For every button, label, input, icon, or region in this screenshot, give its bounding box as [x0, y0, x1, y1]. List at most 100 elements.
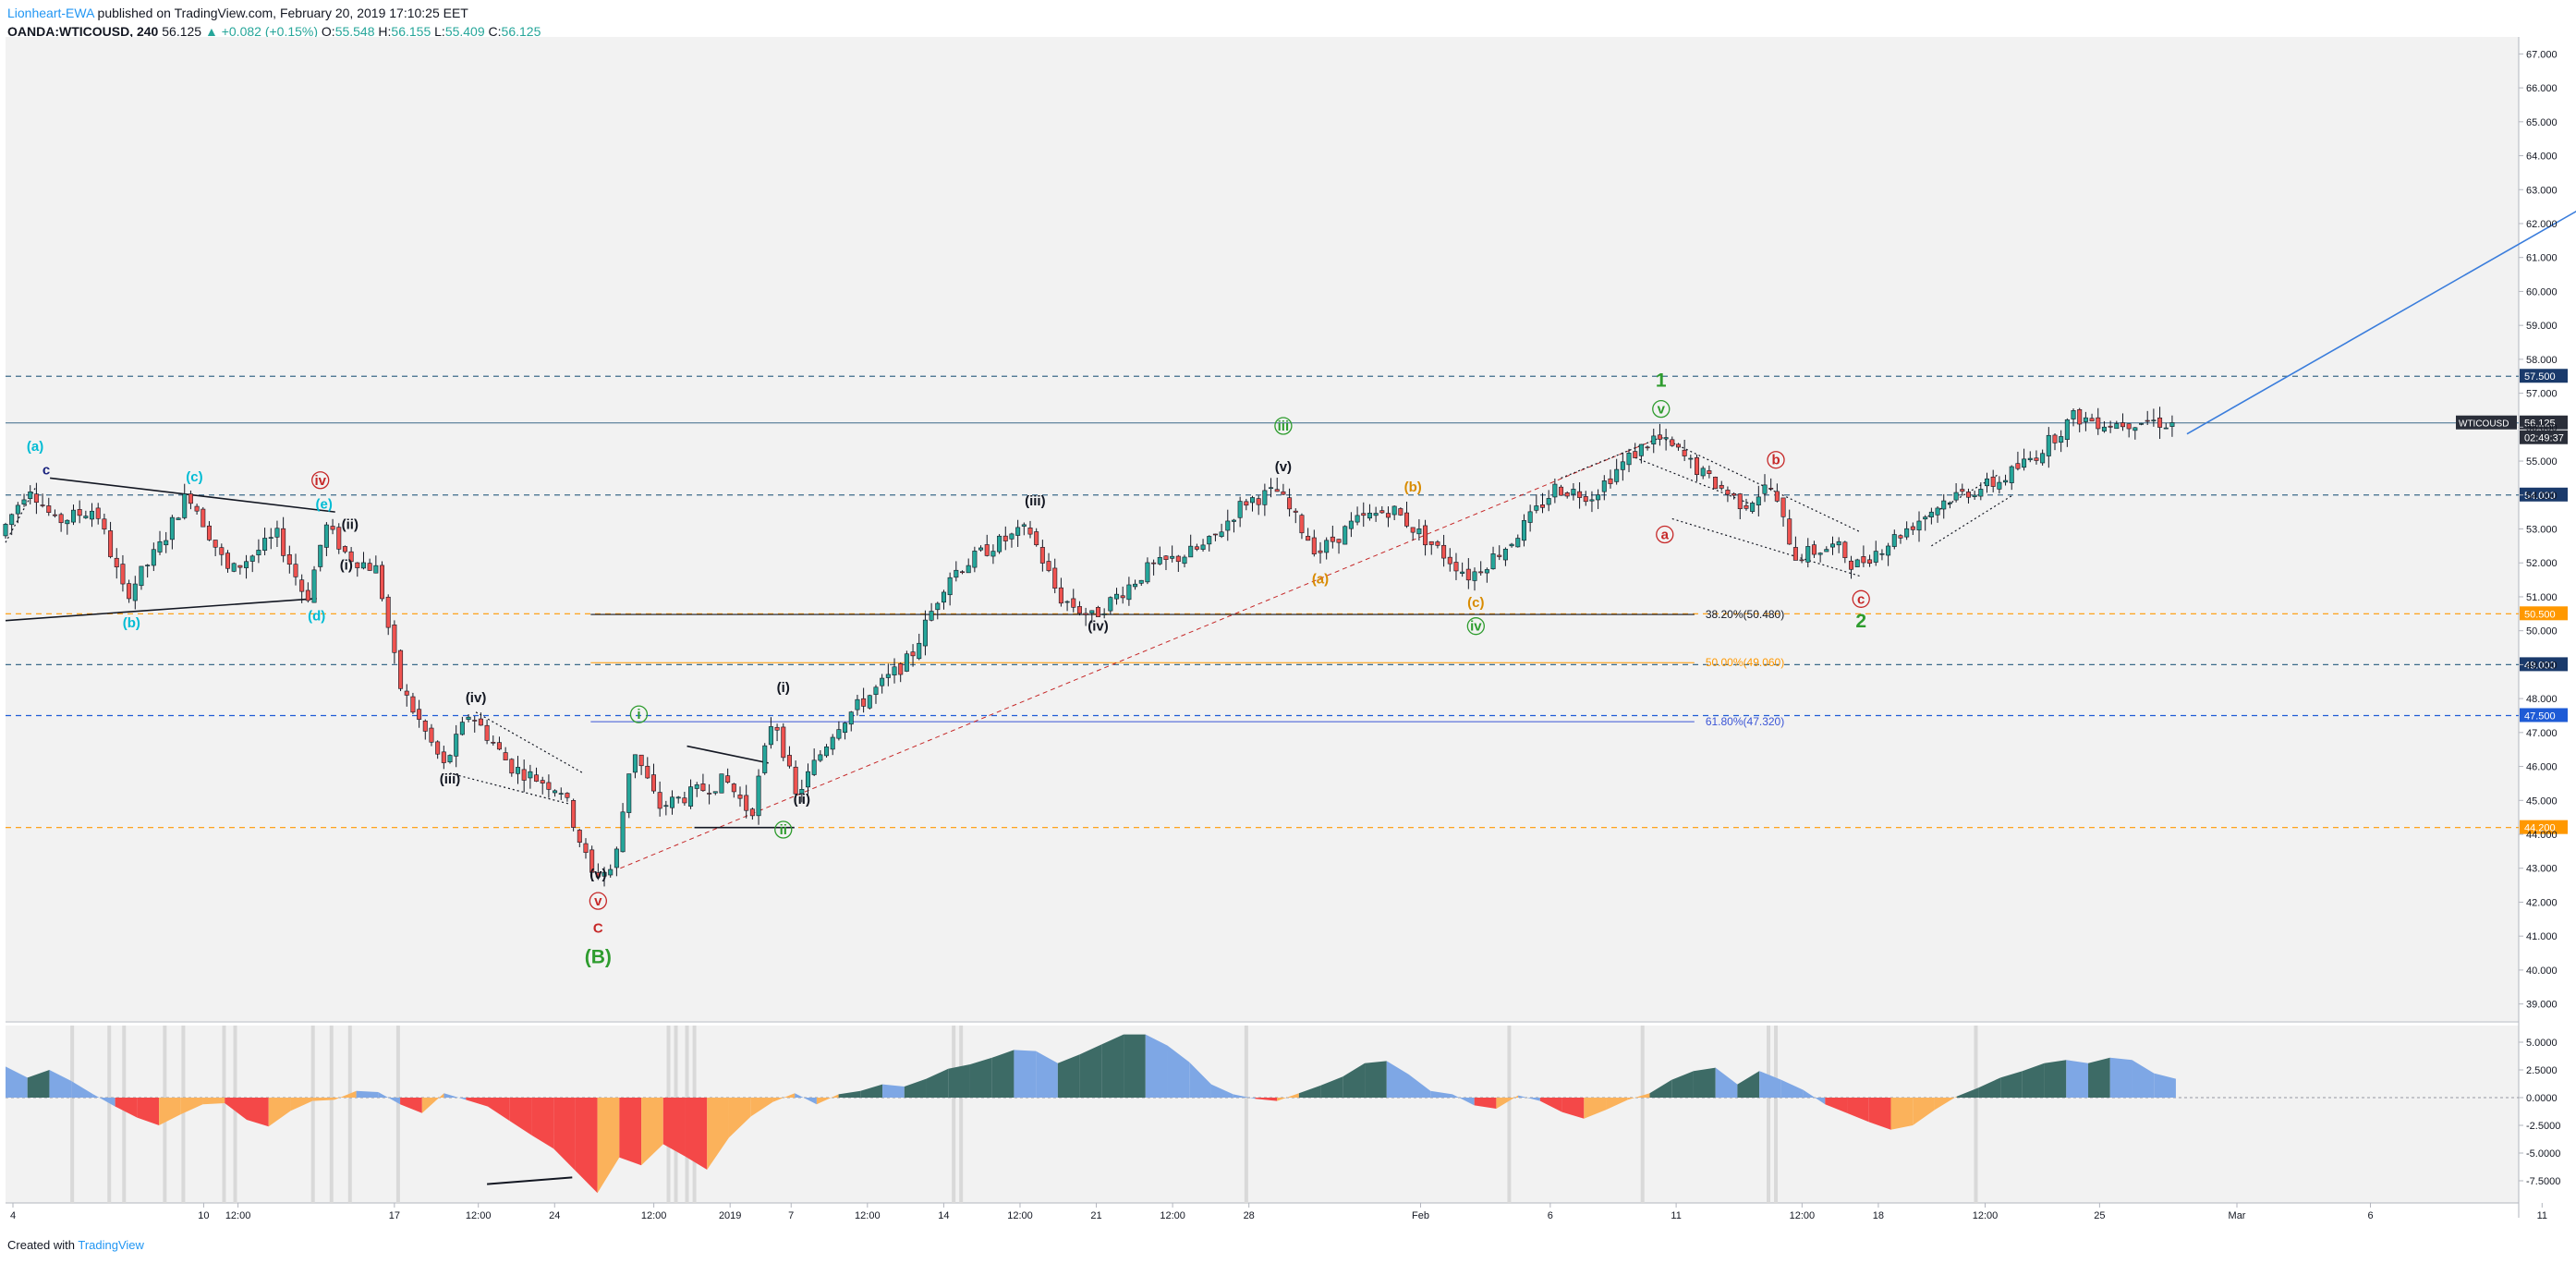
- wave-label[interactable]: (e): [316, 496, 333, 512]
- osc-segment: [1430, 1090, 1452, 1098]
- wave-label[interactable]: iv: [1466, 617, 1485, 636]
- candle-body: [466, 716, 471, 721]
- wave-label[interactable]: (v): [1275, 459, 1292, 475]
- candle: [1034, 528, 1039, 547]
- projection-arrow-to-3[interactable]: [2186, 102, 2576, 435]
- wave-label-text: (e): [316, 496, 333, 512]
- osc-segment: [1365, 1061, 1387, 1098]
- price-badge: [2520, 369, 2568, 383]
- candle-body: [1379, 510, 1385, 514]
- candle-body: [1188, 545, 1194, 558]
- wave-label[interactable]: (iii): [440, 771, 461, 787]
- wave-label[interactable]: i: [629, 705, 649, 723]
- wave-label[interactable]: (v): [589, 867, 606, 882]
- divergence-line[interactable]: [487, 1176, 573, 1185]
- candlestick-series: [3, 407, 2175, 887]
- wave-label[interactable]: 1: [1656, 370, 1667, 391]
- wave-label[interactable]: ii: [774, 820, 793, 839]
- diamond-lower[interactable]: [1671, 517, 1862, 577]
- candle-body: [546, 782, 552, 790]
- wedge-iv-lower[interactable]: [449, 772, 569, 805]
- triangle-lower-line[interactable]: [5, 597, 317, 622]
- price-tick-label: 40.000: [2526, 965, 2558, 977]
- wave-label[interactable]: (b): [1404, 480, 1422, 495]
- wave-label[interactable]: (a): [1312, 571, 1329, 587]
- wave-label[interactable]: (c): [186, 469, 202, 485]
- candle-body: [1811, 544, 1817, 555]
- wave-label[interactable]: c: [1852, 589, 1870, 608]
- flag-upper-line[interactable]: [687, 745, 769, 764]
- candle-body: [244, 561, 249, 568]
- osc-segment: [926, 1068, 949, 1098]
- candle: [1638, 443, 1644, 464]
- candle-body: [1453, 562, 1459, 572]
- candle: [534, 767, 540, 783]
- candle-body: [707, 793, 712, 795]
- wave-label[interactable]: C: [593, 921, 603, 937]
- candle-body: [2114, 423, 2120, 430]
- candle-body: [1732, 493, 1737, 496]
- candle-body: [657, 792, 662, 809]
- wave-label[interactable]: a: [1656, 525, 1674, 544]
- wave-label[interactable]: iii: [1274, 417, 1293, 435]
- wave-label[interactable]: (i): [340, 558, 353, 574]
- wave-label[interactable]: (b): [123, 615, 140, 631]
- candle-body: [206, 525, 212, 540]
- symbol-label[interactable]: OANDA:WTICOUSD, 240: [7, 24, 159, 39]
- candle-body: [2003, 480, 2009, 483]
- wave-label[interactable]: (i): [777, 680, 790, 696]
- osc-marker-bar: [1507, 1026, 1512, 1203]
- candle: [990, 544, 996, 565]
- candle-body: [694, 784, 699, 789]
- candle-body: [2034, 457, 2039, 461]
- candle: [1978, 482, 1984, 501]
- wave-label[interactable]: b: [1767, 451, 1785, 469]
- wave-label[interactable]: (a): [27, 439, 43, 455]
- tradingview-logo-text[interactable]: TradingView: [78, 1238, 144, 1252]
- wedge-lower[interactable]: [1931, 494, 2013, 547]
- wave-label[interactable]: iv: [311, 471, 330, 490]
- wave-label-text: (b): [1404, 480, 1422, 495]
- candle-body: [1805, 546, 1811, 563]
- wave-label[interactable]: v: [1652, 399, 1671, 419]
- wave-label-text: c: [43, 463, 50, 479]
- candle-body: [793, 766, 798, 795]
- wave-label[interactable]: (d): [308, 609, 325, 625]
- wave-label[interactable]: (ii): [794, 792, 810, 808]
- wave-label[interactable]: 2: [1855, 611, 1866, 632]
- candle-body: [1046, 561, 1051, 571]
- candle-body: [108, 530, 114, 557]
- candle-body: [725, 775, 731, 783]
- wave-label[interactable]: (iii): [1025, 493, 1046, 509]
- wave-label[interactable]: (iv): [466, 690, 487, 706]
- wave-label[interactable]: (c): [1467, 595, 1484, 611]
- candle-body: [52, 514, 57, 516]
- candle: [614, 846, 619, 877]
- candle-body: [966, 565, 971, 574]
- wave-label[interactable]: (iv): [1088, 619, 1109, 635]
- candle-body: [355, 562, 360, 568]
- wave-label[interactable]: v: [589, 892, 607, 910]
- candle: [380, 561, 385, 601]
- candle: [1861, 545, 1866, 567]
- candle-body: [1095, 607, 1100, 617]
- candle: [46, 497, 52, 516]
- wedge-iv-upper[interactable]: [475, 711, 584, 774]
- wave-label[interactable]: (B): [585, 947, 612, 968]
- candle: [1768, 478, 1774, 492]
- candle-body: [435, 741, 441, 755]
- candle-body: [749, 808, 755, 817]
- wave-label-circle: [589, 892, 607, 910]
- author-link[interactable]: Lionheart-EWA: [7, 6, 94, 20]
- candle: [1219, 523, 1224, 539]
- candle: [645, 757, 650, 780]
- fib-level-label: 38.20%(50.480): [1706, 608, 1784, 621]
- wave-label[interactable]: (ii): [342, 517, 358, 533]
- candle: [848, 710, 854, 732]
- candle: [231, 562, 237, 573]
- candle-body: [929, 611, 934, 621]
- candle: [626, 773, 632, 819]
- candle-body: [843, 723, 848, 734]
- wave-label[interactable]: c: [43, 463, 50, 479]
